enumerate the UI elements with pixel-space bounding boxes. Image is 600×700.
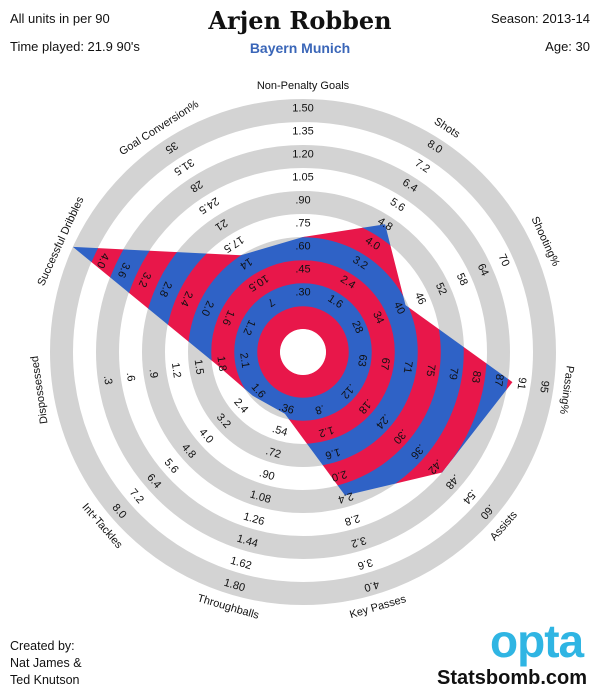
tick-label: 79 <box>446 367 460 381</box>
tick-label: 14 <box>238 255 255 272</box>
team-name: Bayern Munich <box>249 40 351 56</box>
tick-label: 1.62 <box>229 555 253 573</box>
tick-label: .90 <box>258 467 276 483</box>
tick-label: 3.6 <box>115 261 132 280</box>
tick-label: 21 <box>213 216 230 233</box>
credit-block: Created by: Nat James & Ted Knutson <box>10 638 82 689</box>
age-label: Age: 30 <box>545 39 590 54</box>
tick-label: .45 <box>295 263 310 275</box>
grey-ring <box>50 99 556 605</box>
statsbomb-site: Statsbomb.com <box>437 667 588 689</box>
tick-label: 1.35 <box>292 125 313 137</box>
radar-band <box>256 305 350 399</box>
tick-label: 95 <box>537 380 551 394</box>
tick-label: 1.5 <box>192 359 206 376</box>
tick-label: .3 <box>101 375 114 386</box>
radar-band <box>210 259 396 445</box>
tick-label: 2.0 <box>330 467 348 483</box>
tick-label: 40 <box>391 300 407 316</box>
tick-label: 75 <box>423 363 437 377</box>
tick-label: 2.1 <box>237 352 251 369</box>
tick-label: 1.2 <box>317 423 335 439</box>
tick-label: .36 <box>277 401 295 417</box>
tick-label: 1.50 <box>292 102 313 114</box>
tick-label: 2.4 <box>178 289 195 308</box>
tick-label: 3.2 <box>350 534 368 550</box>
metric-label: Dispossessed <box>29 355 51 424</box>
tick-label: 28 <box>188 178 205 195</box>
tick-label: 58 <box>454 271 470 287</box>
tick-label: .75 <box>295 217 310 229</box>
tick-label: 1.2 <box>169 362 183 379</box>
tick-label: 1.05 <box>292 171 313 183</box>
tick-label: 5.6 <box>388 196 407 214</box>
tick-label: 1.6 <box>324 445 342 461</box>
tick-label: 34 <box>370 310 386 326</box>
tick-label: 1.44 <box>235 533 259 551</box>
tick-label: 64 <box>475 262 491 278</box>
tick-label: 28 <box>349 319 365 335</box>
tick-label: 2.8 <box>343 512 361 528</box>
opta-logo: opta <box>490 615 584 667</box>
tick-label: 4.0 <box>94 251 111 270</box>
tick-label: 52 <box>433 281 449 297</box>
tick-label: 1.2 <box>240 318 257 337</box>
metric-label: Non-Penalty Goals <box>257 80 350 92</box>
tick-label: 83 <box>469 370 483 384</box>
tick-label: .72 <box>264 445 282 461</box>
tick-label: .60 <box>295 240 310 252</box>
tick-label: 1.6 <box>219 308 236 327</box>
tick-label: 7.2 <box>127 487 146 506</box>
tick-label: 63 <box>355 354 369 368</box>
radar-hole <box>280 329 326 375</box>
tick-label: 1.20 <box>292 148 313 160</box>
tick-label: .6 <box>124 371 137 382</box>
tick-label: 71 <box>401 360 415 374</box>
author-2: Ted Knutson <box>10 673 80 687</box>
tick-label: .30 <box>295 286 310 298</box>
radar-band <box>233 282 373 422</box>
tick-label: 46 <box>412 291 428 307</box>
tick-label: 3.2 <box>136 270 153 289</box>
tick-label: 70 <box>496 252 512 268</box>
tick-label: 2.0 <box>198 299 215 318</box>
metric-label: Passing% <box>557 365 576 415</box>
tick-label: 7 <box>265 295 277 308</box>
tick-label: .8 <box>314 402 326 416</box>
tick-label: 4.0 <box>196 426 215 445</box>
tick-label: 1.26 <box>242 511 266 529</box>
created-by: Created by: <box>10 639 75 653</box>
tick-label: 2.8 <box>157 280 174 299</box>
tick-label: 2.4 <box>337 490 355 506</box>
tick-label: 5.6 <box>162 457 181 476</box>
tick-label: 7.2 <box>413 157 432 175</box>
tick-label: 2.4 <box>231 396 250 415</box>
units-note: All units in per 90 <box>10 11 110 26</box>
tick-label: .90 <box>295 194 310 206</box>
tick-label: 4.0 <box>363 578 381 594</box>
player-name: Arjen Robben <box>208 6 392 35</box>
time-played: Time played: 21.9 90's <box>10 39 140 54</box>
tick-label: 35 <box>163 139 180 156</box>
grey-ring <box>96 145 510 559</box>
tick-label: 67 <box>378 357 392 371</box>
tick-label: .9 <box>147 368 160 379</box>
tick-label: 91 <box>515 376 529 390</box>
tick-label: 3.6 <box>356 556 374 572</box>
tick-label: 1.08 <box>248 488 272 506</box>
tick-label: 87 <box>492 373 506 387</box>
tick-label: .54 <box>271 423 289 439</box>
season-label: Season: 2013-14 <box>490 11 590 26</box>
tick-label: 1.80 <box>222 577 246 595</box>
tick-label: 1.8 <box>214 355 228 372</box>
author-1: Nat James & <box>10 656 82 670</box>
